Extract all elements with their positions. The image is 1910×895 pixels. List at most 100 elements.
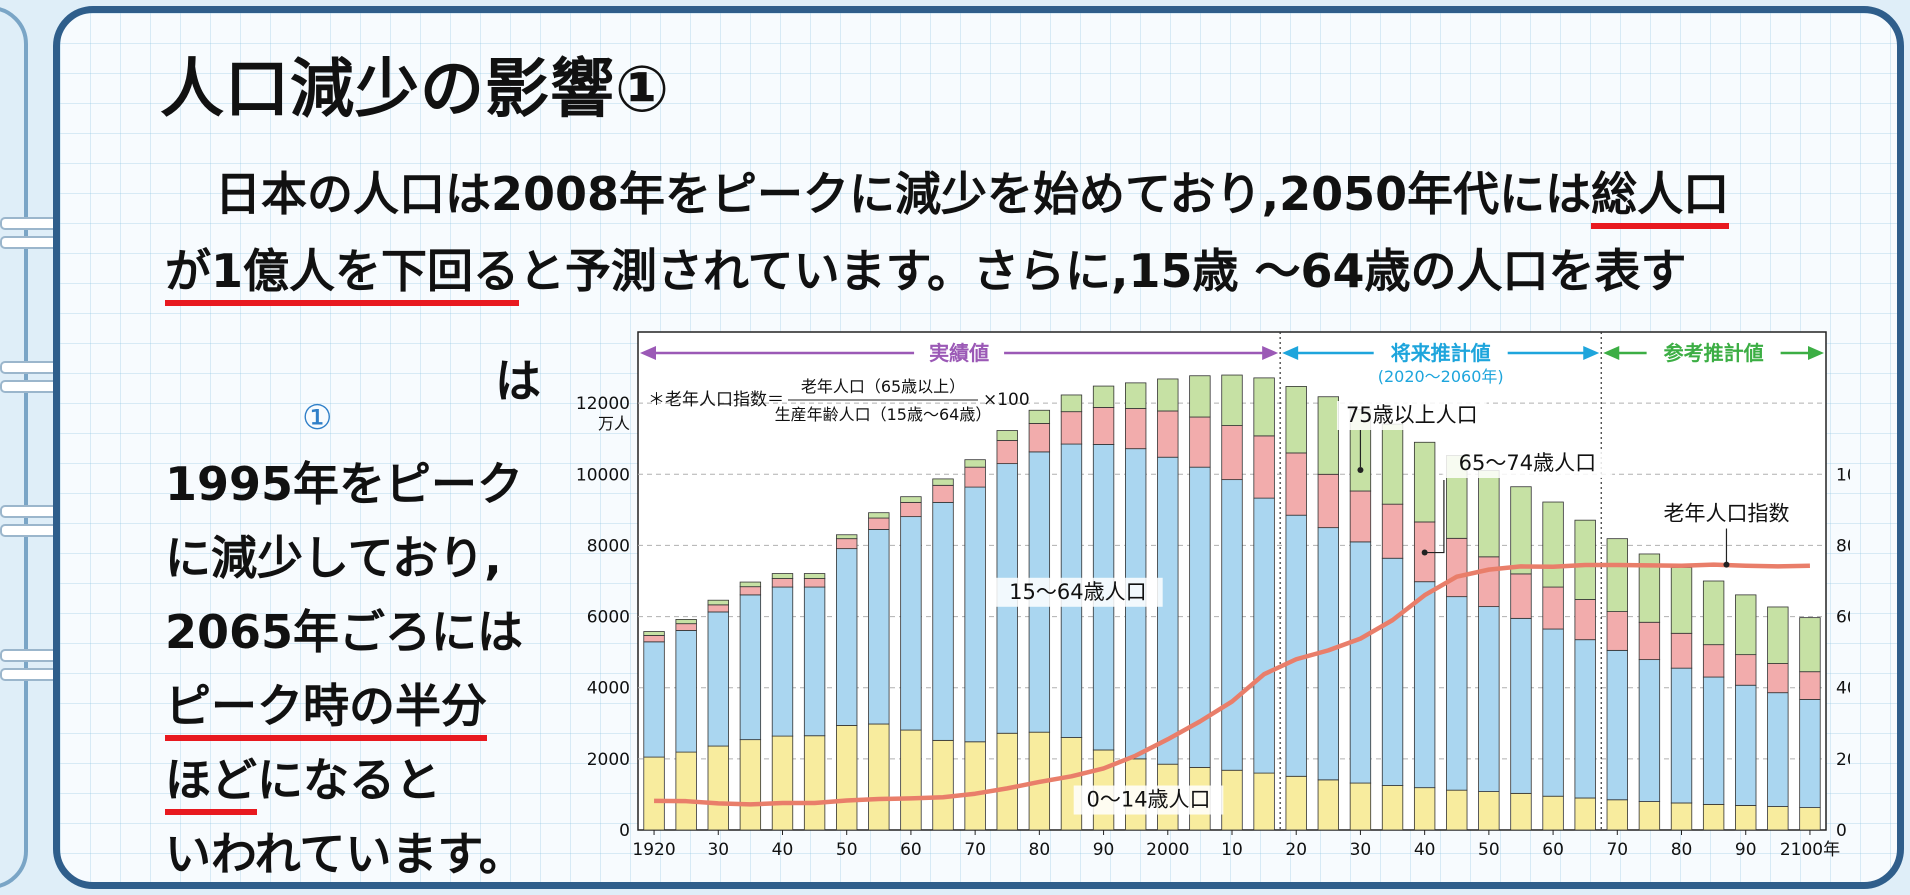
bar-segment <box>900 516 922 731</box>
label-75plus-bg <box>1336 401 1487 430</box>
bar-segment <box>707 611 729 747</box>
y2-tick-label: 0 <box>1836 821 1847 841</box>
bar-segment <box>1702 644 1725 678</box>
y-tick-label: 2000 <box>587 750 630 770</box>
bar-segment <box>1574 519 1596 600</box>
bar-segment <box>1799 617 1821 673</box>
bar-segment <box>1574 599 1596 641</box>
bar-segment <box>1702 803 1725 831</box>
bar-segment <box>1799 807 1821 831</box>
period-actual-arrow-head <box>640 346 656 360</box>
label-15-64: 15～64歳人口 <box>1009 580 1146 604</box>
bar-segment <box>1670 632 1693 669</box>
bar-segment <box>964 741 986 831</box>
y-tick-label: 10000 <box>576 465 630 485</box>
paragraph-line-2: が1億人を下回ると予測されています。さらに,15歳 ～64歳の人口を表す <box>165 235 1687 306</box>
bar-segment <box>1670 802 1693 831</box>
bar-segment <box>1349 490 1372 543</box>
period-actual-arrow-head <box>1262 346 1279 360</box>
x-tick-label: 40 <box>1414 840 1436 860</box>
bar-segment <box>675 619 697 625</box>
bar-segment <box>643 635 665 643</box>
bar-segment <box>1349 782 1372 831</box>
x-tick-label: 10 <box>1221 840 1243 860</box>
bar-segment <box>1381 557 1404 786</box>
label-index-bg <box>1661 499 1792 529</box>
x-tick-label: 60 <box>900 840 922 860</box>
bar-segment <box>1638 801 1661 831</box>
bar-segment <box>996 430 1018 441</box>
bar-segment <box>739 581 762 588</box>
bar-segment <box>1510 617 1532 794</box>
y-tick-label: 12000 <box>576 394 630 414</box>
x-tick-label: 50 <box>1478 840 1500 860</box>
bar-segment <box>1221 769 1243 831</box>
x-tick-label: 90 <box>1093 840 1115 860</box>
y-axis-unit: 万人 <box>598 414 630 433</box>
bar-segment <box>1413 441 1436 523</box>
bar-segment <box>868 512 890 519</box>
x-tick-label: 70 <box>964 840 986 860</box>
period-reference-label-bg <box>1646 339 1781 367</box>
period-reference-arrow-head <box>1808 346 1824 360</box>
bar-segment <box>739 586 762 596</box>
bar-segment <box>1157 410 1179 458</box>
bar-segment <box>964 459 986 468</box>
bar-segment <box>1317 473 1339 529</box>
bar-segment <box>1510 792 1532 831</box>
underlined-phrase: ピーク時の半分 <box>165 679 487 741</box>
bar-segment <box>1028 409 1051 424</box>
bar-segment <box>803 573 826 579</box>
period-actual-label-bg <box>914 339 1005 367</box>
bar-segment <box>771 573 794 579</box>
bar-segment <box>1574 639 1596 799</box>
left-text-line-2: に減少しており, <box>165 531 502 585</box>
bar-segment <box>1702 580 1725 646</box>
label-0-14-bg <box>1073 785 1224 815</box>
bar-segment <box>1767 806 1789 831</box>
bar-segment <box>1349 541 1372 784</box>
bar-segment <box>1253 772 1275 831</box>
bar-segment <box>771 735 794 831</box>
bar-segment <box>932 501 954 741</box>
label-0-14: 0～14歳人口 <box>1086 788 1210 812</box>
bar-segment <box>1478 556 1500 608</box>
bar-segment <box>1670 567 1693 634</box>
bar-segment <box>1446 596 1468 791</box>
underlined-phrase: が1億人を下回る <box>165 244 520 306</box>
bar-segment <box>1028 423 1051 453</box>
left-text-line-3: 2065年ごろには <box>165 605 524 659</box>
label-15-64-bg <box>993 577 1163 607</box>
bar-segment <box>643 631 665 636</box>
underlined-phrase: 総人口 <box>1591 167 1730 229</box>
bar-segment <box>1285 775 1307 831</box>
bar-segment <box>1510 573 1532 619</box>
bar-segment <box>1253 377 1275 437</box>
label-index: 老年人口指数 <box>1663 502 1789 526</box>
paragraph-line-1: 日本の人口は2008年をピークに減少を始めており,2050年代には総人口 <box>215 158 1730 229</box>
bar-segment <box>1606 649 1628 801</box>
formula-prefix: ＊老年人口指数＝ <box>648 390 784 410</box>
x-tick-label: 70 <box>1606 840 1628 860</box>
y2-tick-label: 100 <box>1836 465 1850 485</box>
left-text-line-4: ピーク時の半分 <box>165 670 487 741</box>
bar-segment <box>1542 501 1564 588</box>
bar-segment <box>1606 799 1628 831</box>
bar-segment <box>1060 394 1083 413</box>
bar-segment <box>803 578 826 588</box>
left-text-line-5: ほどになると <box>165 744 441 815</box>
bar-segment <box>675 623 697 631</box>
left-text-ha: は <box>495 354 541 408</box>
bar-segment <box>643 641 665 758</box>
bar-segment <box>1060 411 1083 445</box>
bar-segment <box>868 517 890 530</box>
bar-segment <box>1285 514 1307 777</box>
bar-segment <box>996 440 1018 465</box>
left-text-line-1: 1995年をピーク <box>165 457 524 511</box>
bar-segment <box>1574 797 1596 831</box>
bar-segment <box>1799 699 1821 808</box>
bar-segment <box>1060 737 1083 831</box>
formula-denominator: 生産年齢人口（15歳～64歳） <box>775 405 992 424</box>
bar-segment <box>707 604 729 613</box>
label-75plus: 75歳以上人口 <box>1346 403 1478 427</box>
